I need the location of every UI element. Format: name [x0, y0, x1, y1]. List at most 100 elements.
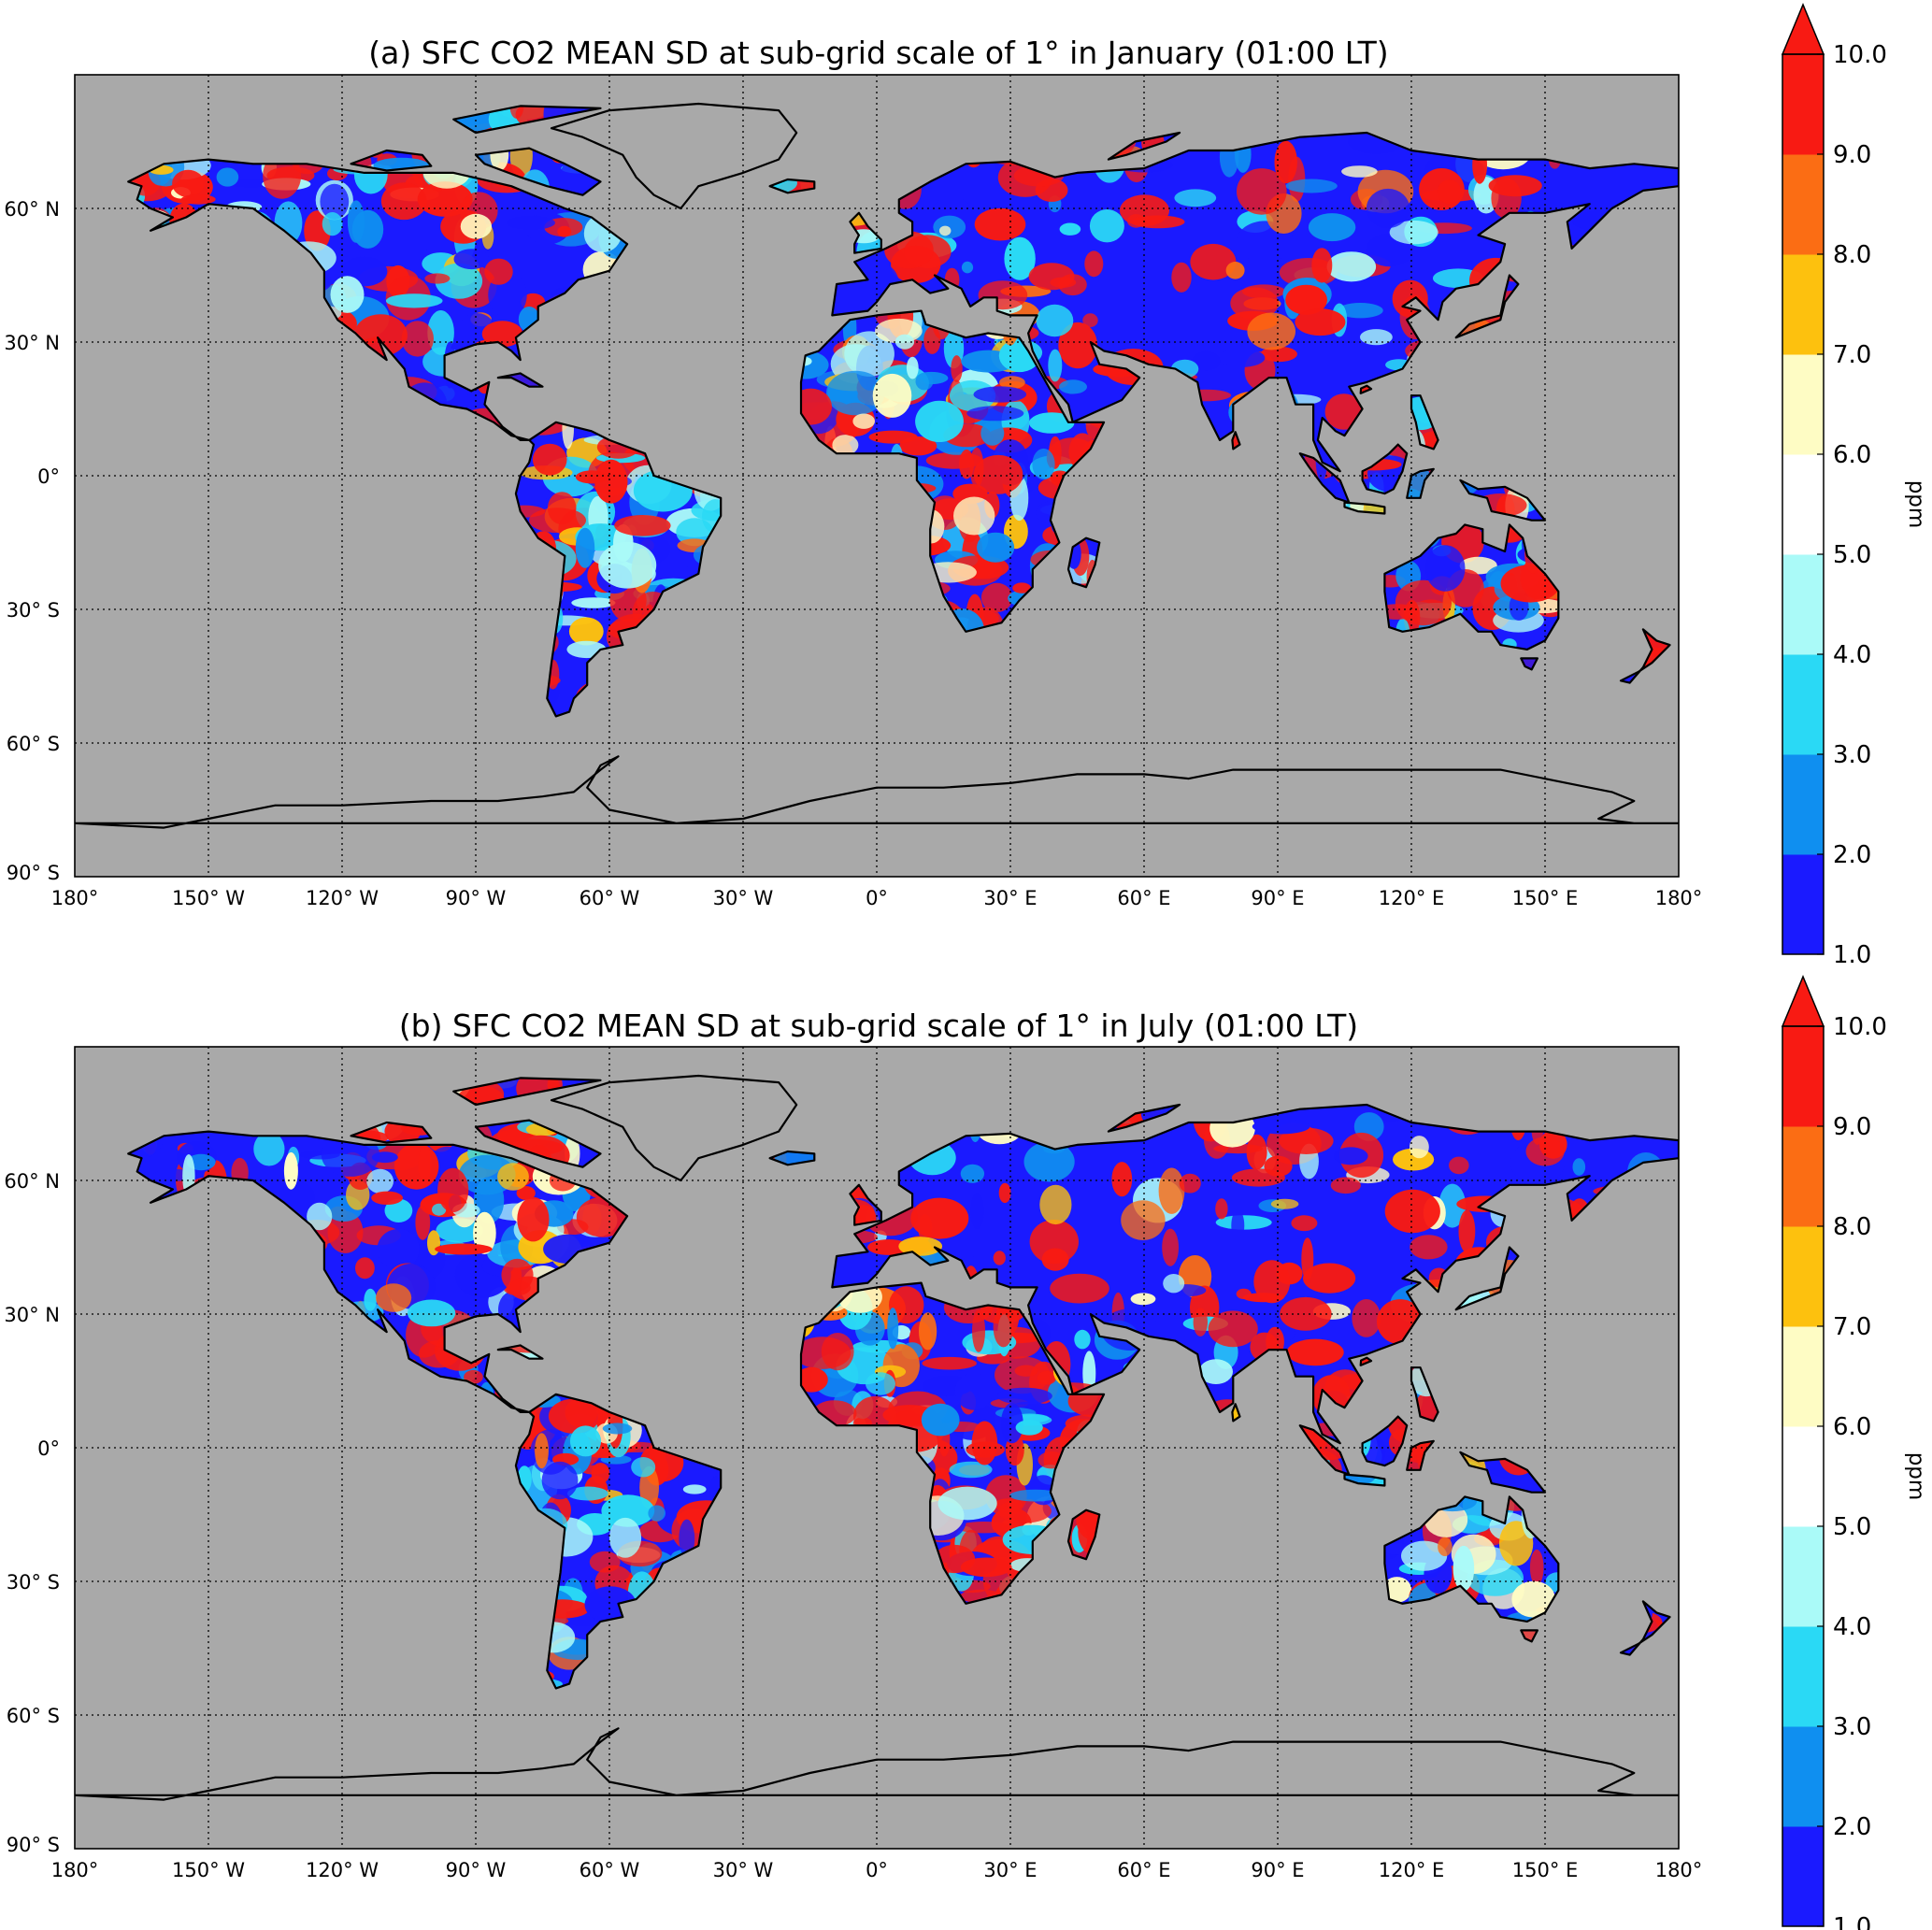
sd-cell — [1247, 312, 1295, 350]
sd-cell — [601, 1494, 655, 1527]
sd-cell — [1285, 284, 1327, 315]
sd-cell — [568, 617, 604, 646]
region-fill — [551, 1076, 797, 1180]
sd-cell — [801, 1337, 852, 1369]
map-figure: 180° 150° W 120° W 90° W 60° W 30° W 0° 30° E 60… — [4, 3, 1928, 969]
coastline — [799, 1281, 1106, 1605]
sd-cell — [1023, 1141, 1075, 1182]
colorbar-tick-label: 9.0 — [1833, 141, 1871, 169]
graticule — [75, 75, 1679, 877]
sd-cell — [801, 1366, 828, 1393]
coastline — [799, 309, 1106, 633]
sd-cell — [1384, 1189, 1440, 1234]
coastline — [768, 1150, 816, 1166]
lon-tick-label: 90° W — [446, 887, 507, 909]
lat-tick-label: 90° S — [7, 1834, 60, 1856]
sd-cell — [1333, 1147, 1368, 1165]
lon-tick-label: 120° W — [306, 1859, 379, 1881]
sd-cell — [517, 1196, 550, 1242]
sd-cell — [571, 597, 616, 608]
coastline — [514, 1393, 723, 1690]
coastline — [127, 1130, 629, 1413]
sd-cell — [1179, 1173, 1201, 1194]
colorbar-tick-label: 5.0 — [1833, 541, 1871, 569]
sd-cell — [253, 1132, 285, 1166]
sd-cell — [960, 1557, 1012, 1578]
sd-cell — [993, 1306, 1014, 1348]
sd-cell — [481, 321, 523, 348]
sd-cell — [1231, 1168, 1285, 1187]
lon-tick-label: 0° — [866, 887, 888, 909]
coastline — [474, 147, 602, 196]
sd-cell — [453, 249, 490, 270]
sd-cell — [432, 1203, 447, 1216]
colorbar-frame — [1782, 1025, 1825, 1927]
sd-cell — [598, 541, 657, 589]
colorbar-tick-label: 9.0 — [1833, 1113, 1871, 1141]
sd-cell — [1295, 308, 1346, 336]
sd-cell — [1572, 1158, 1586, 1176]
sd-cell — [1198, 1359, 1233, 1384]
sd-cell — [1032, 448, 1055, 480]
colorbar-tick-label: 3.0 — [1833, 1713, 1871, 1741]
sd-cell — [1280, 1296, 1332, 1331]
sd-cell — [950, 379, 996, 412]
lon-tick-label: 120° W — [306, 887, 379, 909]
lat-tick-label: 30° S — [7, 599, 60, 622]
colorbar-segment — [1782, 154, 1824, 255]
lon-tick-label: 30° W — [713, 1859, 774, 1881]
sd-cell — [961, 261, 974, 274]
sd-cell — [1078, 1509, 1100, 1555]
sd-cell — [1190, 243, 1237, 280]
sd-cell — [415, 1205, 431, 1240]
coastline — [1107, 131, 1181, 161]
sd-cell — [1048, 349, 1063, 382]
coastline — [1361, 443, 1409, 495]
sd-cell — [1028, 263, 1075, 291]
sd-cell — [1236, 1288, 1252, 1299]
sd-cell — [608, 1517, 642, 1558]
sd-cell — [364, 1288, 378, 1311]
sd-cell — [1521, 658, 1538, 670]
coastline — [1231, 1403, 1241, 1422]
sd-cell — [1252, 1119, 1310, 1135]
sd-cell — [401, 321, 434, 357]
coastline — [514, 421, 723, 718]
lat-tick-label: 60° N — [4, 1170, 60, 1193]
sd-cell — [394, 1143, 439, 1190]
sd-cell — [1437, 179, 1462, 205]
sd-cell — [575, 470, 608, 484]
sd-cell — [852, 413, 875, 429]
lon-tick-label: 180° — [51, 887, 99, 909]
sd-cell — [973, 454, 1023, 494]
sd-cell — [594, 459, 628, 504]
lon-tick-label: 60° W — [580, 887, 640, 909]
lon-tick-label: 90° W — [446, 1859, 507, 1881]
lat-tick-label: 30° N — [4, 1304, 60, 1326]
region-greenland — [550, 1074, 798, 1182]
sd-cell — [1012, 582, 1032, 593]
sd-cell — [1059, 379, 1087, 394]
sd-cell — [437, 1167, 469, 1213]
sd-cell — [993, 1251, 1006, 1265]
sd-cell — [1337, 303, 1383, 319]
sd-cell — [216, 167, 239, 187]
lon-tick-label: 120° E — [1379, 887, 1445, 909]
sd-cell — [1082, 313, 1098, 328]
sd-cell — [1285, 179, 1338, 193]
lon-tick-label: 180° — [51, 1859, 99, 1881]
map-frame — [74, 1046, 1680, 1850]
coastline — [1454, 1246, 1520, 1311]
lon-tick-label: 60° E — [1117, 1859, 1170, 1881]
region-greenland — [550, 102, 798, 210]
lat-tick-label: 30° N — [4, 332, 60, 354]
lat-axis: 60° N 30° N 0° 30° S 60° S 90° S — [4, 198, 60, 884]
coastline — [1454, 274, 1520, 339]
sd-cell — [376, 1283, 412, 1312]
sd-cell — [380, 182, 427, 221]
region-fill — [1621, 1601, 1670, 1655]
sd-cell — [497, 1163, 529, 1191]
sd-cell — [1029, 1220, 1080, 1265]
lon-tick-label: 180° — [1655, 887, 1703, 909]
sd-cell — [1058, 322, 1098, 369]
